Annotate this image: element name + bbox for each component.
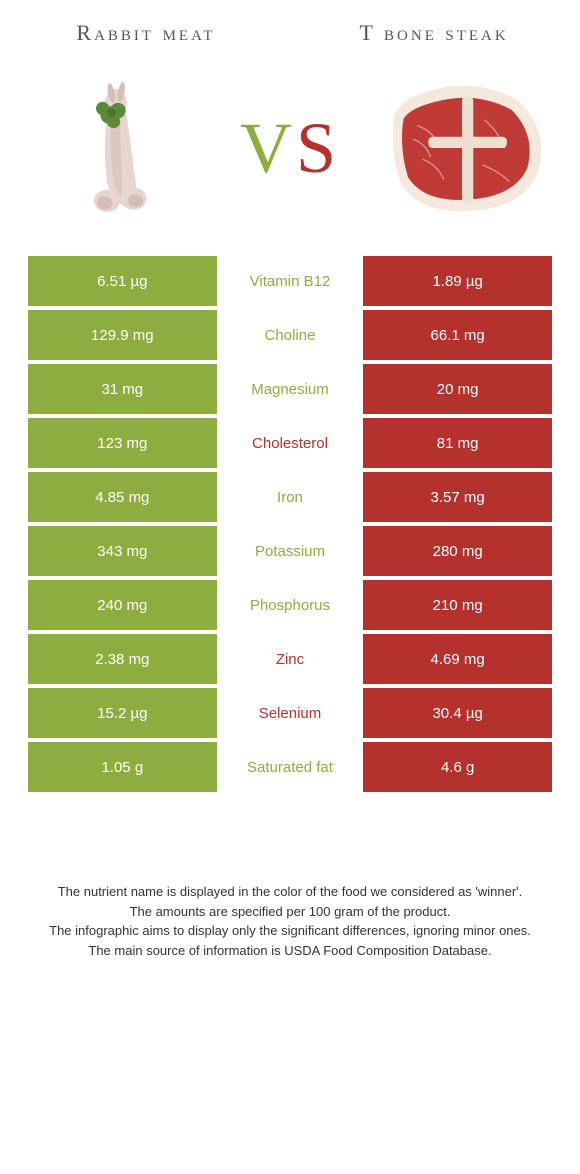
nutrient-row: 343 mgPotassium280 mg xyxy=(28,526,552,576)
nutrient-label-cell: Saturated fat xyxy=(217,742,364,792)
left-value-cell: 4.85 mg xyxy=(28,472,217,522)
left-value-cell: 2.38 mg xyxy=(28,634,217,684)
left-value-cell: 240 mg xyxy=(28,580,217,630)
tbone-steak-image xyxy=(372,58,552,238)
footnote-line: The infographic aims to display only the… xyxy=(38,921,542,941)
nutrient-row: 15.2 µgSelenium30.4 µg xyxy=(28,688,552,738)
nutrient-row: 4.85 mgIron3.57 mg xyxy=(28,472,552,522)
nutrient-row: 123 mgCholesterol81 mg xyxy=(28,418,552,468)
right-value-cell: 66.1 mg xyxy=(363,310,552,360)
nutrient-label-cell: Vitamin B12 xyxy=(217,256,364,306)
left-value-cell: 343 mg xyxy=(28,526,217,576)
nutrient-row: 129.9 mgCholine66.1 mg xyxy=(28,310,552,360)
nutrient-label-cell: Phosphorus xyxy=(217,580,364,630)
left-value-cell: 129.9 mg xyxy=(28,310,217,360)
image-row: VS xyxy=(28,58,552,238)
footnotes: The nutrient name is displayed in the co… xyxy=(28,882,552,960)
right-value-cell: 4.69 mg xyxy=(363,634,552,684)
right-value-cell: 3.57 mg xyxy=(363,472,552,522)
nutrient-row: 240 mgPhosphorus210 mg xyxy=(28,580,552,630)
nutrient-row: 6.51 µgVitamin B121.89 µg xyxy=(28,256,552,306)
right-value-cell: 280 mg xyxy=(363,526,552,576)
nutrient-row: 2.38 mgZinc4.69 mg xyxy=(28,634,552,684)
left-value-cell: 1.05 g xyxy=(28,742,217,792)
left-food-title: Rabbit meat xyxy=(28,20,264,46)
left-value-cell: 123 mg xyxy=(28,418,217,468)
footnote-line: The main source of information is USDA F… xyxy=(38,941,542,961)
footnote-line: The nutrient name is displayed in the co… xyxy=(38,882,542,902)
left-value-cell: 31 mg xyxy=(28,364,217,414)
right-value-cell: 1.89 µg xyxy=(363,256,552,306)
infographic-container: Rabbit meat T bone steak xyxy=(0,0,580,960)
vs-label: VS xyxy=(240,107,340,190)
vs-v-letter: V xyxy=(240,108,296,188)
left-value-cell: 15.2 µg xyxy=(28,688,217,738)
footnote-line: The amounts are specified per 100 gram o… xyxy=(38,902,542,922)
right-value-cell: 210 mg xyxy=(363,580,552,630)
nutrient-label-cell: Zinc xyxy=(217,634,364,684)
right-value-cell: 30.4 µg xyxy=(363,688,552,738)
right-value-cell: 81 mg xyxy=(363,418,552,468)
right-value-cell: 20 mg xyxy=(363,364,552,414)
titles-row: Rabbit meat T bone steak xyxy=(28,20,552,46)
nutrient-label-cell: Choline xyxy=(217,310,364,360)
nutrient-label-cell: Magnesium xyxy=(217,364,364,414)
vs-s-letter: S xyxy=(296,108,340,188)
nutrient-label-cell: Selenium xyxy=(217,688,364,738)
nutrient-label-cell: Potassium xyxy=(217,526,364,576)
right-value-cell: 4.6 g xyxy=(363,742,552,792)
nutrient-label-cell: Cholesterol xyxy=(217,418,364,468)
nutrient-row: 1.05 gSaturated fat4.6 g xyxy=(28,742,552,792)
nutrient-table: 6.51 µgVitamin B121.89 µg129.9 mgCholine… xyxy=(28,256,552,792)
nutrient-label-cell: Iron xyxy=(217,472,364,522)
nutrient-row: 31 mgMagnesium20 mg xyxy=(28,364,552,414)
left-value-cell: 6.51 µg xyxy=(28,256,217,306)
right-food-title: T bone steak xyxy=(316,20,552,46)
rabbit-meat-image xyxy=(28,58,208,238)
